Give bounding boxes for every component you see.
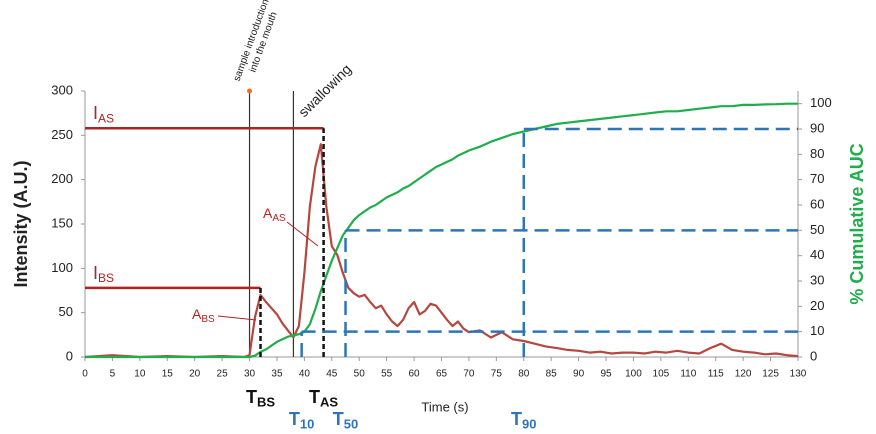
area-pointer [286, 221, 319, 247]
time-label-sub: AS [320, 395, 338, 410]
y2-tick-label: 90 [810, 120, 824, 135]
y-tick-label: 0 [66, 348, 73, 363]
x-axis-title: Time (s) [421, 399, 468, 414]
y2-tick-label: 100 [810, 95, 832, 110]
y2-tick-label: 70 [810, 171, 824, 186]
time-label-main: T [246, 387, 257, 407]
area-label-main: A [263, 205, 273, 221]
area-label-main: A [192, 306, 202, 322]
y2-tick-label: 50 [810, 222, 824, 237]
y-tick-label: 150 [51, 215, 73, 230]
x-tick-label: 115 [708, 369, 724, 380]
area-label: ABS [192, 306, 215, 325]
data-line [85, 102, 798, 359]
time-label-sub: 50 [344, 417, 358, 432]
x-tick-label: 5 [110, 369, 116, 380]
y-tick-label: 200 [51, 171, 73, 186]
time-label: TBS [246, 387, 275, 410]
event-label: swallowing [295, 61, 354, 120]
x-tick-label: 15 [162, 369, 174, 380]
time-label: TAS [309, 387, 338, 410]
x-tick-label: 65 [436, 369, 448, 380]
y-tick-label: 250 [51, 127, 73, 142]
x-tick-label: 95 [600, 369, 612, 380]
y2-tick-label: 10 [810, 323, 824, 338]
y-tick-label: 300 [51, 82, 73, 97]
time-label-main: T [309, 387, 320, 407]
x-tick-label: 60 [409, 369, 421, 380]
x-tick-label: 110 [680, 369, 696, 380]
y2-axis-title: % Cumulative AUC [847, 143, 867, 304]
y-tick-label: 100 [51, 260, 73, 275]
area-pointer [217, 315, 257, 321]
time-label: T90 [511, 409, 536, 432]
level-label-main: I [93, 103, 98, 123]
x-tick-label: 35 [271, 369, 283, 380]
x-tick-label: 25 [217, 369, 229, 380]
level-label: IAS [93, 103, 114, 126]
time-label-main: T [333, 409, 344, 429]
x-tick-label: 75 [491, 369, 503, 380]
event-dot [247, 88, 253, 94]
x-tick-label: 70 [463, 369, 475, 380]
x-tick-label: 0 [82, 369, 88, 380]
y2-tick-label: 0 [810, 348, 817, 363]
x-tick-label: 80 [518, 369, 530, 380]
x-tick-label: 100 [625, 369, 642, 380]
area-label-sub: AS [272, 213, 286, 224]
y2-tick-label: 60 [810, 196, 824, 211]
x-tick-label: 30 [244, 369, 256, 380]
event-label: sample introductioninto the mouth [231, 0, 282, 87]
area-label-sub: BS [201, 314, 215, 325]
x-tick-label: 90 [573, 369, 585, 380]
x-tick-label: 125 [762, 369, 779, 380]
area-label: AAS [263, 205, 286, 224]
time-label: T10 [289, 409, 314, 432]
y2-tick-label: 80 [810, 146, 824, 161]
time-label-main: T [511, 409, 522, 429]
time-label-sub: 10 [300, 417, 314, 432]
time-label-main: T [289, 409, 300, 429]
level-label: IBS [93, 263, 114, 286]
time-label-sub: BS [257, 395, 275, 410]
x-tick-label: 120 [735, 369, 752, 380]
time-label-sub: 90 [522, 417, 536, 432]
x-tick-label: 105 [653, 369, 670, 380]
x-tick-label: 10 [134, 369, 146, 380]
x-tick-label: 85 [546, 369, 558, 380]
data-line [84, 143, 799, 359]
level-label-main: I [93, 263, 98, 283]
time-label: T50 [333, 409, 358, 432]
x-tick-label: 50 [354, 369, 366, 380]
y-axis-title: Intensity (A.U.) [11, 160, 31, 287]
x-tick-label: 130 [790, 369, 807, 380]
y2-tick-label: 20 [810, 298, 824, 313]
y-tick-label: 50 [59, 304, 73, 319]
level-label-sub: AS [98, 112, 114, 126]
x-tick-label: 45 [326, 369, 338, 380]
y2-tick-label: 30 [810, 272, 824, 287]
event-label-line: swallowing [295, 61, 354, 120]
x-tick-label: 55 [381, 369, 393, 380]
x-tick-label: 40 [299, 369, 311, 380]
level-label-sub: BS [98, 271, 114, 285]
y2-tick-label: 40 [810, 247, 824, 262]
x-tick-label: 20 [189, 369, 201, 380]
